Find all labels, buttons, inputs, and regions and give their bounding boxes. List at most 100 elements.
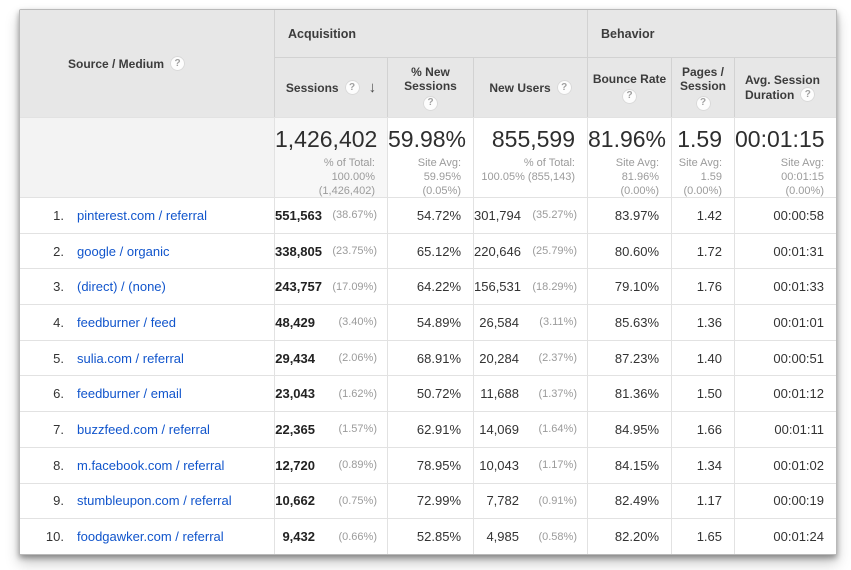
- new-users-percent: (18.29%): [532, 280, 577, 293]
- sessions-percent: (0.66%): [338, 530, 377, 543]
- column-header-avg-session-duration[interactable]: Avg. Session Duration ?: [734, 57, 836, 117]
- sessions-cell: 22,365 (1.57%): [274, 411, 387, 447]
- new-users-percent: (3.11%): [539, 316, 577, 329]
- new-users-value: 220,646: [474, 243, 521, 259]
- source-medium-link[interactable]: stumbleupon.com / referral: [77, 493, 232, 509]
- new-users-percent: (0.91%): [538, 494, 577, 507]
- pages-session-cell: 1.17: [671, 482, 734, 519]
- sessions-percent: (2.06%): [338, 352, 377, 365]
- analytics-report-table: Source / Medium ? Acquisition Behavior S…: [19, 9, 837, 555]
- row-rank: 6.: [53, 386, 64, 402]
- sort-descending-icon[interactable]: ↓: [368, 78, 377, 96]
- behavior-label: Behavior: [601, 26, 655, 41]
- table-row-source: 5. sulia.com / referral: [20, 339, 274, 376]
- bounce-rate-cell: 83.97%: [587, 197, 671, 233]
- summary-value: 00:01:15: [735, 126, 825, 152]
- sessions-cell: 9,432 (0.66%): [274, 518, 387, 554]
- column-header-source-medium[interactable]: Source / Medium ?: [20, 10, 274, 117]
- source-medium-link[interactable]: (direct) / (none): [77, 279, 166, 295]
- summary-subtext: Site Avg: 59.95% (0.05%): [417, 157, 461, 197]
- pages-session-cell: 1.72: [671, 232, 734, 269]
- table-row-source: 9. stumbleupon.com / referral: [20, 482, 274, 519]
- source-medium-link[interactable]: google / organic: [77, 243, 170, 259]
- sessions-value: 10,662: [275, 493, 315, 509]
- help-icon[interactable]: ?: [423, 95, 438, 111]
- pct-new-sessions-cell: 54.72%: [387, 197, 473, 233]
- sessions-percent: (23.75%): [332, 245, 377, 258]
- pct-new-sessions-cell: 62.91%: [387, 411, 473, 447]
- help-icon[interactable]: ?: [344, 80, 360, 95]
- group-header-behavior: Behavior: [587, 10, 836, 57]
- summary-blank-cell: [20, 117, 274, 197]
- bounce-rate-cell: 84.15%: [587, 446, 671, 483]
- avg-session-duration-cell: 00:00:51: [734, 339, 836, 376]
- new-users-value: 156,531: [474, 279, 521, 295]
- new-users-value: 26,584: [479, 314, 519, 330]
- bounce-rate-cell: 79.10%: [587, 268, 671, 305]
- sessions-cell: 338,805 (23.75%): [274, 232, 387, 269]
- new-users-percent: (0.58%): [538, 530, 577, 543]
- new-users-value: 301,794: [474, 207, 521, 223]
- bounce-rate-cell: 82.20%: [587, 518, 671, 554]
- pages-session-cell: 1.65: [671, 518, 734, 554]
- sessions-label: Sessions: [285, 80, 339, 95]
- source-medium-link[interactable]: feedburner / email: [77, 386, 182, 402]
- table-row-source: 6. feedburner / email: [20, 375, 274, 412]
- row-rank: 1.: [53, 207, 64, 223]
- sessions-percent: (0.75%): [338, 494, 377, 507]
- table-row-source: 10. foodgawker.com / referral: [20, 518, 274, 554]
- bounce-rate-cell: 84.95%: [587, 411, 671, 447]
- column-header-bounce-rate[interactable]: Bounce Rate ?: [587, 57, 671, 117]
- summary-value: 1.59: [677, 126, 722, 152]
- bounce-rate-cell: 82.49%: [587, 482, 671, 519]
- bounce-rate-label: Bounce Rate: [592, 71, 667, 86]
- pct-new-sessions-cell: 50.72%: [387, 375, 473, 412]
- table-row-source: 8. m.facebook.com / referral: [20, 446, 274, 483]
- source-medium-link[interactable]: sulia.com / referral: [77, 350, 184, 366]
- pct-new-sessions-cell: 52.85%: [387, 518, 473, 554]
- sessions-value: 338,805: [275, 243, 322, 259]
- table-row-source: 2. google / organic: [20, 232, 274, 269]
- help-icon[interactable]: ?: [556, 80, 572, 95]
- help-icon[interactable]: ?: [695, 95, 711, 111]
- column-header-pages-session[interactable]: Pages / Session ?: [671, 57, 734, 117]
- new-users-cell: 301,794 (35.27%): [473, 197, 587, 233]
- sessions-cell: 10,662 (0.75%): [274, 482, 387, 519]
- acquisition-label: Acquisition: [288, 26, 357, 41]
- sessions-cell: 243,757 (17.09%): [274, 268, 387, 305]
- help-icon[interactable]: ?: [800, 87, 816, 102]
- avg-session-duration-cell: 00:01:31: [734, 232, 836, 269]
- new-users-cell: 26,584 (3.11%): [473, 304, 587, 340]
- table-row-source: 4. feedburner / feed: [20, 304, 274, 340]
- row-rank: 8.: [53, 457, 64, 473]
- help-icon[interactable]: ?: [170, 56, 186, 71]
- table-row-source: 3. (direct) / (none): [20, 268, 274, 305]
- sessions-value: 243,757: [275, 279, 322, 295]
- source-medium-link[interactable]: m.facebook.com / referral: [77, 457, 225, 473]
- summary-sessions: 1,426,402 % of Total: 100.00% (1,426,402): [274, 117, 387, 197]
- row-rank: 3.: [53, 279, 64, 295]
- source-medium-link[interactable]: foodgawker.com / referral: [77, 529, 224, 545]
- bounce-rate-cell: 80.60%: [587, 232, 671, 269]
- column-header-sessions[interactable]: Sessions ? ↓: [274, 57, 387, 117]
- sessions-cell: 29,434 (2.06%): [274, 339, 387, 376]
- row-rank: 7.: [53, 421, 64, 437]
- new-users-cell: 11,688 (1.37%): [473, 375, 587, 412]
- row-rank: 4.: [53, 314, 64, 330]
- column-header-pct-new-sessions[interactable]: % New Sessions ?: [387, 57, 473, 117]
- avg-session-duration-cell: 00:01:24: [734, 518, 836, 554]
- new-users-cell: 156,531 (18.29%): [473, 268, 587, 305]
- pct-new-sessions-cell: 78.95%: [387, 446, 473, 483]
- source-medium-link[interactable]: buzzfeed.com / referral: [77, 421, 210, 437]
- source-medium-link[interactable]: pinterest.com / referral: [77, 207, 208, 223]
- new-users-cell: 4,985 (0.58%): [473, 518, 587, 554]
- sessions-percent: (1.62%): [338, 387, 377, 400]
- avg-session-duration-cell: 00:01:01: [734, 304, 836, 340]
- pages-session-cell: 1.34: [671, 446, 734, 483]
- column-header-new-users[interactable]: New Users ?: [473, 57, 587, 117]
- sessions-cell: 23,043 (1.62%): [274, 375, 387, 412]
- source-medium-link[interactable]: feedburner / feed: [77, 314, 177, 330]
- pages-session-label: Pages /: [681, 64, 725, 79]
- avg-session-duration-cell: 00:00:19: [734, 482, 836, 519]
- help-icon[interactable]: ?: [622, 88, 637, 104]
